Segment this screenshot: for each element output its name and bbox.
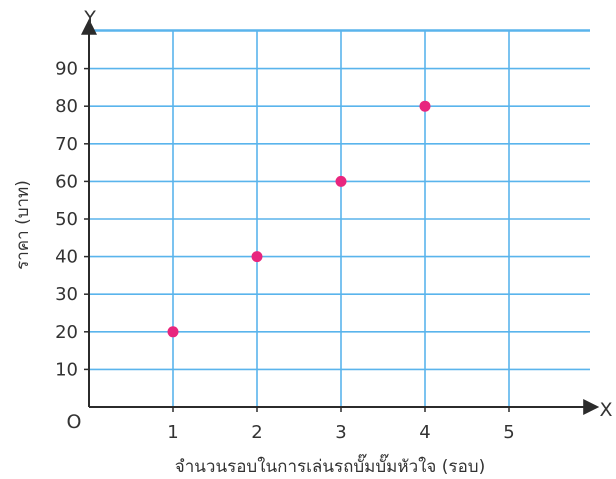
y-tick-label: 20 — [55, 322, 78, 343]
data-point — [419, 100, 431, 112]
data-point — [167, 326, 179, 338]
y-tick-label: 50 — [55, 209, 78, 230]
y-tick-label: 90 — [55, 59, 78, 80]
tick-labels: 1 2 3 4 5 10 20 30 40 50 60 70 80 90 — [55, 59, 515, 443]
data-point — [251, 251, 263, 263]
y-axis-title: ราคา (บาท) — [13, 180, 33, 270]
y-tick-label: 10 — [55, 359, 78, 380]
x-tick-label: 5 — [503, 422, 514, 443]
grid — [89, 29, 590, 407]
data-points — [167, 100, 431, 338]
y-tick-label: 80 — [55, 96, 78, 117]
x-tick-label: 1 — [167, 422, 178, 443]
y-tick-label: 60 — [55, 171, 78, 192]
x-axis-title: จำนวนรอบในการเล่นรถบั๊มบั๊มหัวใจ (รอบ) — [175, 453, 485, 477]
x-tick-label: 2 — [251, 422, 262, 443]
y-axis-name: Y — [83, 7, 96, 29]
x-axis-name: X — [599, 399, 612, 421]
x-tick-label: 4 — [419, 422, 430, 443]
axes — [81, 18, 600, 415]
origin-label: O — [67, 411, 82, 433]
y-tick-label: 30 — [55, 284, 78, 305]
data-point — [335, 175, 347, 187]
y-tick-label: 40 — [55, 247, 78, 268]
y-tick-label: 70 — [55, 134, 78, 155]
x-tick-label: 3 — [335, 422, 346, 443]
